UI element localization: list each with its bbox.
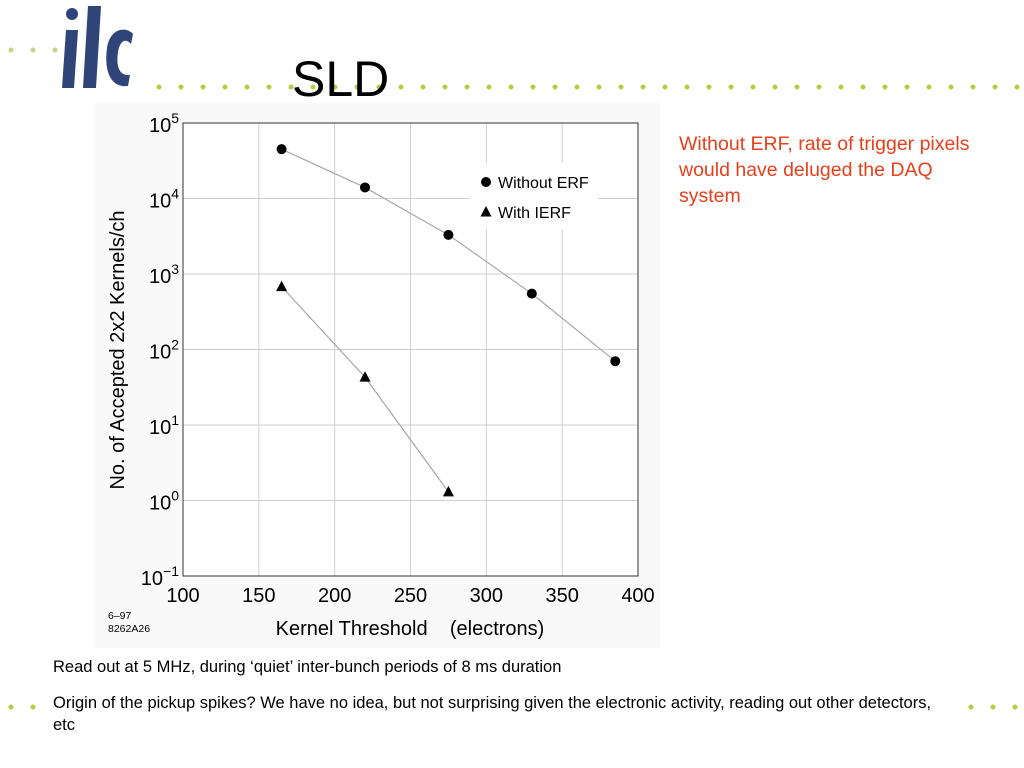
chart-footnote: 8262A26 [108,623,150,635]
y-tick-label: 105 [149,110,179,137]
legend-label: Without ERF [498,175,589,192]
decorative-dot-line [0,47,62,53]
data-point-circle [276,144,287,155]
y-tick-label: 100 [149,488,179,515]
decorative-dot-line [148,84,1024,90]
x-tick-label: 350 [545,585,578,607]
x-tick-label: 300 [470,585,503,607]
legend-label: With IERF [498,205,571,222]
y-tick-label: 102 [149,337,179,364]
decorative-dot-line [0,704,50,710]
y-tick-label: 104 [149,186,179,213]
plot-frame [182,122,639,577]
data-point-triangle [359,371,371,382]
y-tick-label: 101 [149,412,179,439]
decorative-dot-line [960,704,1024,710]
data-point-circle [443,229,454,240]
x-tick-label: 400 [621,585,654,607]
chart-legend: Without ERF With IERF [470,163,598,229]
x-tick-label: 100 [166,585,199,607]
ilc-logo-icon [62,6,133,88]
data-point-circle [610,356,621,367]
data-point-circle [360,182,370,193]
data-point-triangle [276,280,288,292]
bullet-text: Origin of the pickup spikes? We have no … [53,694,932,734]
data-point-triangle [442,485,454,497]
chart-footnote: 6–97 [108,610,132,622]
x-tick-label: 150 [242,585,275,607]
annotation-note: Without ERF, rate of trigger pixels woul… [679,133,970,207]
y-axis-title: No. of Accepted 2x2 Kernels/ch [107,210,129,489]
x-tick-label: 250 [394,585,427,607]
legend-circle-marker [481,177,491,187]
y-tick-label: 103 [149,261,179,288]
bullet-text: Read out at 5 MHz, during ‘quiet’ inter-… [53,658,562,676]
data-point-circle [526,288,537,299]
chart-panel: 100 150 200 250 300 350 400 10−1 100 101 102 103 104… [94,103,660,648]
y-tick-label: 10−1 [141,563,179,590]
slide-title: SLD [292,51,390,107]
x-tick-label: 200 [318,585,351,607]
legend-box [470,163,598,229]
x-axis-title: Kernel Threshold (electrons) [276,618,545,640]
threshold-scan-chart: 100 150 200 250 300 350 40010−1100101102103104… [107,110,655,640]
legend-triangle-marker [480,206,492,217]
